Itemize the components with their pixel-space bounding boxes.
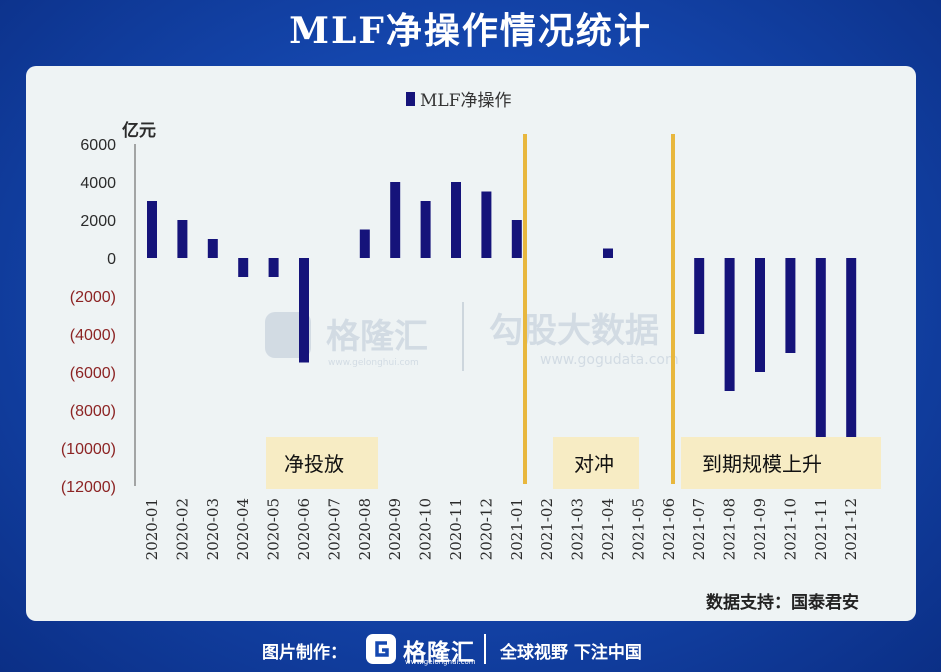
x-tick-labels: 2020-01 2020-02 2020-03 2020-04 2020-05 2020-… bbox=[143, 498, 860, 560]
footer-logo-url: www.gelonghui.com bbox=[405, 658, 476, 666]
bar bbox=[147, 201, 157, 258]
callout-net-injection: 净投放 bbox=[266, 437, 378, 489]
x-tick-label: 2020-01 bbox=[143, 498, 161, 560]
bar bbox=[815, 258, 826, 447]
footer: 图片制作： 格隆汇 www.gelonghui.com 全球视野 下注中国 bbox=[0, 630, 941, 668]
mlf-bar-chart: 格隆汇 www.gelonghui.com 勾股大数据 www.gogudata… bbox=[61, 91, 881, 613]
callout-hedge: 对冲 bbox=[553, 437, 639, 489]
gogudata-watermark-url: www.gogudata.com bbox=[540, 352, 679, 368]
bar bbox=[238, 258, 249, 277]
gelonghui-logo-icon bbox=[366, 634, 396, 664]
chart-panel: 格隆汇 www.gelonghui.com 勾股大数据 www.gogudata… bbox=[26, 66, 916, 621]
x-tick-label: 2021-06 bbox=[660, 498, 678, 560]
gelonghui-watermark-url: www.gelonghui.com bbox=[328, 358, 419, 368]
y-tick-labels: 6000 4000 2000 0 (2000) (4000) (6000) (8000) (10… bbox=[61, 137, 116, 496]
x-tick-label: 2021-11 bbox=[812, 498, 830, 560]
bar bbox=[755, 258, 765, 372]
bar bbox=[846, 258, 857, 439]
x-tick-label: 2020-04 bbox=[234, 498, 252, 560]
callout-maturity-rise: 到期规模上升 bbox=[681, 437, 881, 489]
bar bbox=[724, 258, 735, 391]
footer-logo-name: 格隆汇 bbox=[403, 640, 475, 666]
gelonghui-watermark: 格隆汇 www.gelonghui.com bbox=[265, 312, 428, 368]
callout-hedge-text: 对冲 bbox=[574, 452, 614, 476]
gelonghui-watermark-name: 格隆汇 bbox=[326, 317, 428, 357]
gogudata-watermark-name: 勾股大数据 bbox=[489, 311, 659, 351]
bar bbox=[603, 248, 613, 258]
bar bbox=[420, 201, 431, 258]
bar bbox=[511, 220, 522, 258]
callout-hedge-box bbox=[553, 437, 639, 489]
bar bbox=[481, 191, 492, 258]
x-tick-label: 2020-05 bbox=[265, 498, 283, 560]
bar bbox=[451, 182, 461, 258]
source-note: 数据支持：国泰君安 bbox=[706, 592, 859, 613]
page-title: MLF净操作情况统计 bbox=[289, 10, 652, 52]
x-tick-label: 2020-12 bbox=[477, 498, 495, 560]
gogudata-watermark: 勾股大数据 www.gogudata.com bbox=[489, 311, 679, 368]
divider-line-2 bbox=[671, 134, 675, 484]
y-unit-label: 亿元 bbox=[122, 120, 156, 141]
legend-swatch bbox=[406, 92, 415, 106]
callout-net-injection-text: 净投放 bbox=[284, 452, 344, 476]
bar bbox=[390, 182, 401, 258]
y-tick-label: (12000) bbox=[61, 479, 116, 496]
x-tick-label: 2020-06 bbox=[295, 498, 313, 560]
x-tick-label: 2021-05 bbox=[629, 498, 647, 560]
x-tick-label: 2020-07 bbox=[325, 498, 343, 560]
callout-maturity-rise-text: 到期规模上升 bbox=[702, 452, 822, 476]
x-tick-label: 2020-02 bbox=[173, 498, 191, 560]
footer-slogan: 全球视野 下注中国 bbox=[500, 643, 642, 663]
bar bbox=[694, 258, 705, 334]
x-tick-label: 2021-03 bbox=[569, 498, 587, 560]
y-tick-label: 4000 bbox=[80, 175, 116, 192]
x-tick-label: 2021-07 bbox=[690, 498, 708, 560]
x-tick-label: 2020-03 bbox=[204, 498, 222, 560]
bar bbox=[177, 220, 188, 258]
bar bbox=[268, 258, 279, 277]
x-tick-label: 2021-09 bbox=[751, 498, 769, 560]
x-tick-label: 2021-04 bbox=[599, 498, 617, 560]
legend-label: MLF净操作 bbox=[420, 91, 512, 111]
y-tick-label: (2000) bbox=[70, 289, 116, 306]
x-tick-label: 2021-12 bbox=[842, 498, 860, 560]
x-tick-label: 2020-11 bbox=[447, 498, 465, 560]
x-tick-label: 2021-10 bbox=[781, 498, 799, 560]
x-tick-label: 2020-09 bbox=[386, 498, 404, 560]
callout-maturity-rise-box bbox=[681, 437, 881, 489]
bar bbox=[785, 258, 796, 353]
bar bbox=[299, 258, 309, 363]
y-tick-label: (6000) bbox=[70, 365, 116, 382]
x-tick-label: 2021-02 bbox=[538, 498, 556, 560]
x-tick-label: 2020-10 bbox=[417, 498, 435, 560]
y-tick-label: 6000 bbox=[80, 137, 116, 154]
bars bbox=[147, 182, 857, 447]
x-tick-label: 2021-01 bbox=[508, 498, 526, 560]
y-tick-label: (4000) bbox=[70, 327, 116, 344]
bar bbox=[359, 229, 370, 258]
footer-separator bbox=[484, 634, 486, 664]
callout-net-injection-box bbox=[266, 437, 378, 489]
divider-line-1 bbox=[523, 134, 527, 484]
bar bbox=[207, 239, 218, 258]
y-tick-label: 0 bbox=[107, 251, 116, 268]
x-tick-label: 2021-08 bbox=[721, 498, 739, 560]
y-tick-label: 2000 bbox=[80, 213, 116, 230]
x-tick-label: 2020-08 bbox=[356, 498, 374, 560]
footer-made-by: 图片制作： bbox=[262, 643, 347, 663]
y-tick-label: (8000) bbox=[70, 403, 116, 420]
y-tick-label: (10000) bbox=[61, 441, 116, 458]
